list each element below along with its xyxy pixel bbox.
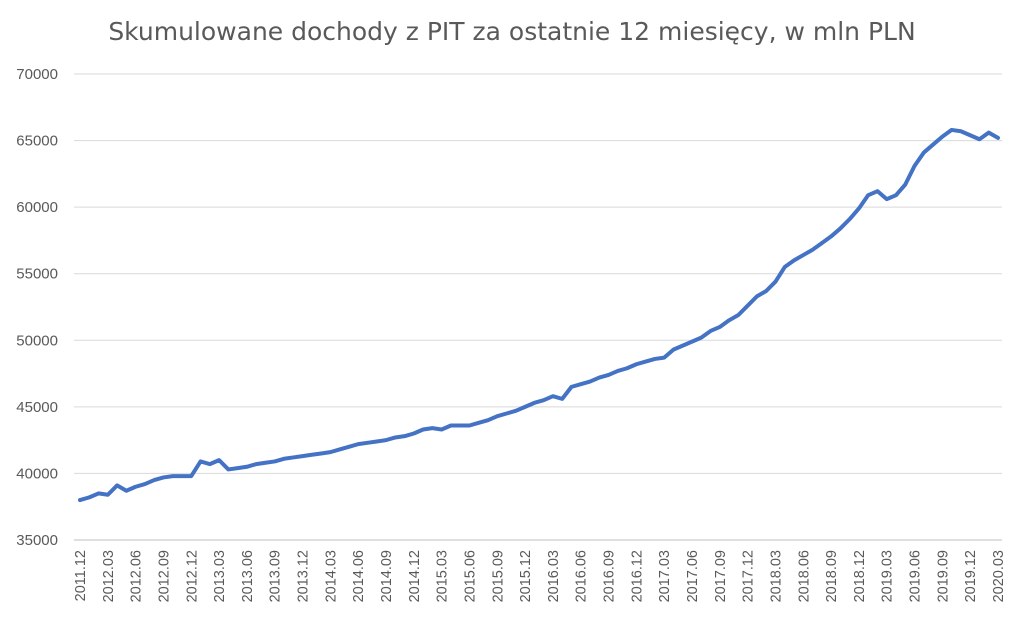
series-line [78,127,1000,503]
x-tick-label: 2013.03 [212,550,228,602]
y-axis-ticks: 35000 40000 45000 50000 55000 60000 65000 70000 [16,66,58,549]
x-tick-label: 2013.06 [240,550,256,602]
x-tick-label: 2018.09 [824,550,840,602]
x-tick-label: 2011.12 [73,550,89,601]
y-tick-label: 35000 [16,532,58,549]
x-tick-label: 2019.09 [935,550,951,602]
x-tick-label: 2014.06 [351,550,367,602]
x-tick-label: 2015.12 [518,550,534,602]
x-tick-label: 2015.06 [462,550,478,602]
x-tick-label: 2019.06 [908,550,924,602]
x-tick-label: 2017.09 [713,550,729,602]
x-tick-label: 2012.09 [156,550,172,602]
x-tick-label: 2013.09 [268,550,284,602]
x-tick-label: 2017.12 [741,550,757,602]
y-tick-label: 55000 [16,266,58,283]
x-tick-label: 2015.09 [490,550,506,602]
x-tick-label: 2012.06 [129,550,145,602]
x-tick-label: 2017.06 [685,550,701,602]
x-tick-label: 2020.03 [991,550,1007,602]
x-tick-label: 2016.12 [629,550,645,602]
x-tick-label: 2014.09 [379,550,395,602]
y-tick-label: 65000 [16,133,58,150]
x-tick-label: 2016.06 [574,550,590,602]
grid-lines [74,73,1002,474]
x-tick-label: 2018.03 [768,550,784,602]
x-tick-label: 2019.03 [880,550,896,602]
y-tick-label: 70000 [16,66,58,83]
x-tick-label: 2017.03 [657,550,673,602]
x-tick-label: 2014.12 [407,550,423,602]
y-tick-label: 50000 [16,332,58,349]
x-tick-label: 2014.03 [323,550,339,602]
y-tick-label: 40000 [16,465,58,482]
x-axis-ticks: 2011.12 2012.03 2012.06 2012.09 2012.12 2013.… [73,550,1007,602]
chart-title: Skumulowane dochody z PIT za ostatnie 12… [108,17,915,46]
x-tick-label: 2013.12 [296,550,312,602]
x-tick-label: 2015.03 [435,550,451,602]
y-tick-label: 45000 [16,399,58,416]
x-tick-label: 2018.06 [796,550,812,602]
x-tick-label: 2016.03 [546,550,562,602]
y-tick-label: 60000 [16,199,58,216]
x-tick-label: 2018.12 [852,550,868,602]
x-tick-label: 2012.12 [184,550,200,602]
x-tick-label: 2019.12 [963,550,979,602]
x-tick-label: 2016.09 [602,550,618,602]
x-tick-label: 2012.03 [101,550,117,602]
